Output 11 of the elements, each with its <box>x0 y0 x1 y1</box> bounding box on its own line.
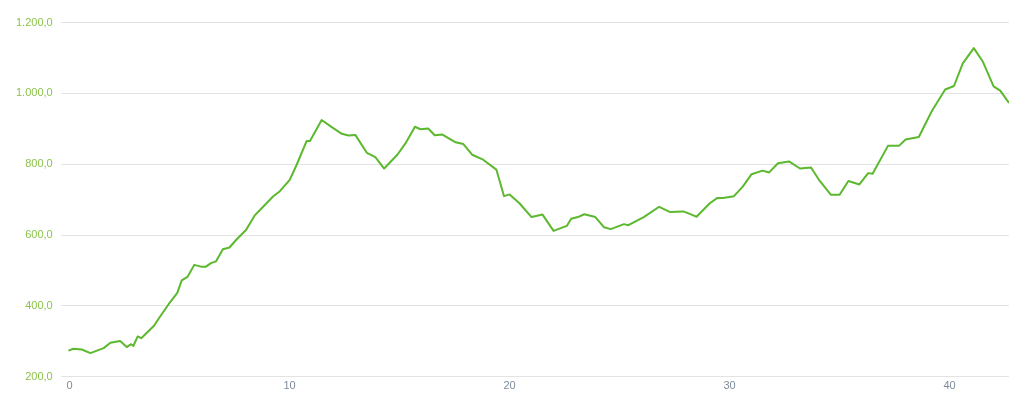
x-tick-label: 30 <box>723 379 736 392</box>
y-tick-label: 1.000,0 <box>16 86 53 99</box>
y-tick-label: 1.200,0 <box>16 15 53 28</box>
y-tick-label: 800,0 <box>25 157 53 170</box>
y-tick-label: 200,0 <box>25 369 53 382</box>
y-tick-label: 600,0 <box>25 228 53 241</box>
y-tick-label: 400,0 <box>25 298 53 311</box>
x-tick-label: 20 <box>503 379 516 392</box>
x-tick-label: 40 <box>943 379 956 392</box>
x-tick-label: 0 <box>66 379 73 392</box>
x-tick-label: 10 <box>283 379 296 392</box>
